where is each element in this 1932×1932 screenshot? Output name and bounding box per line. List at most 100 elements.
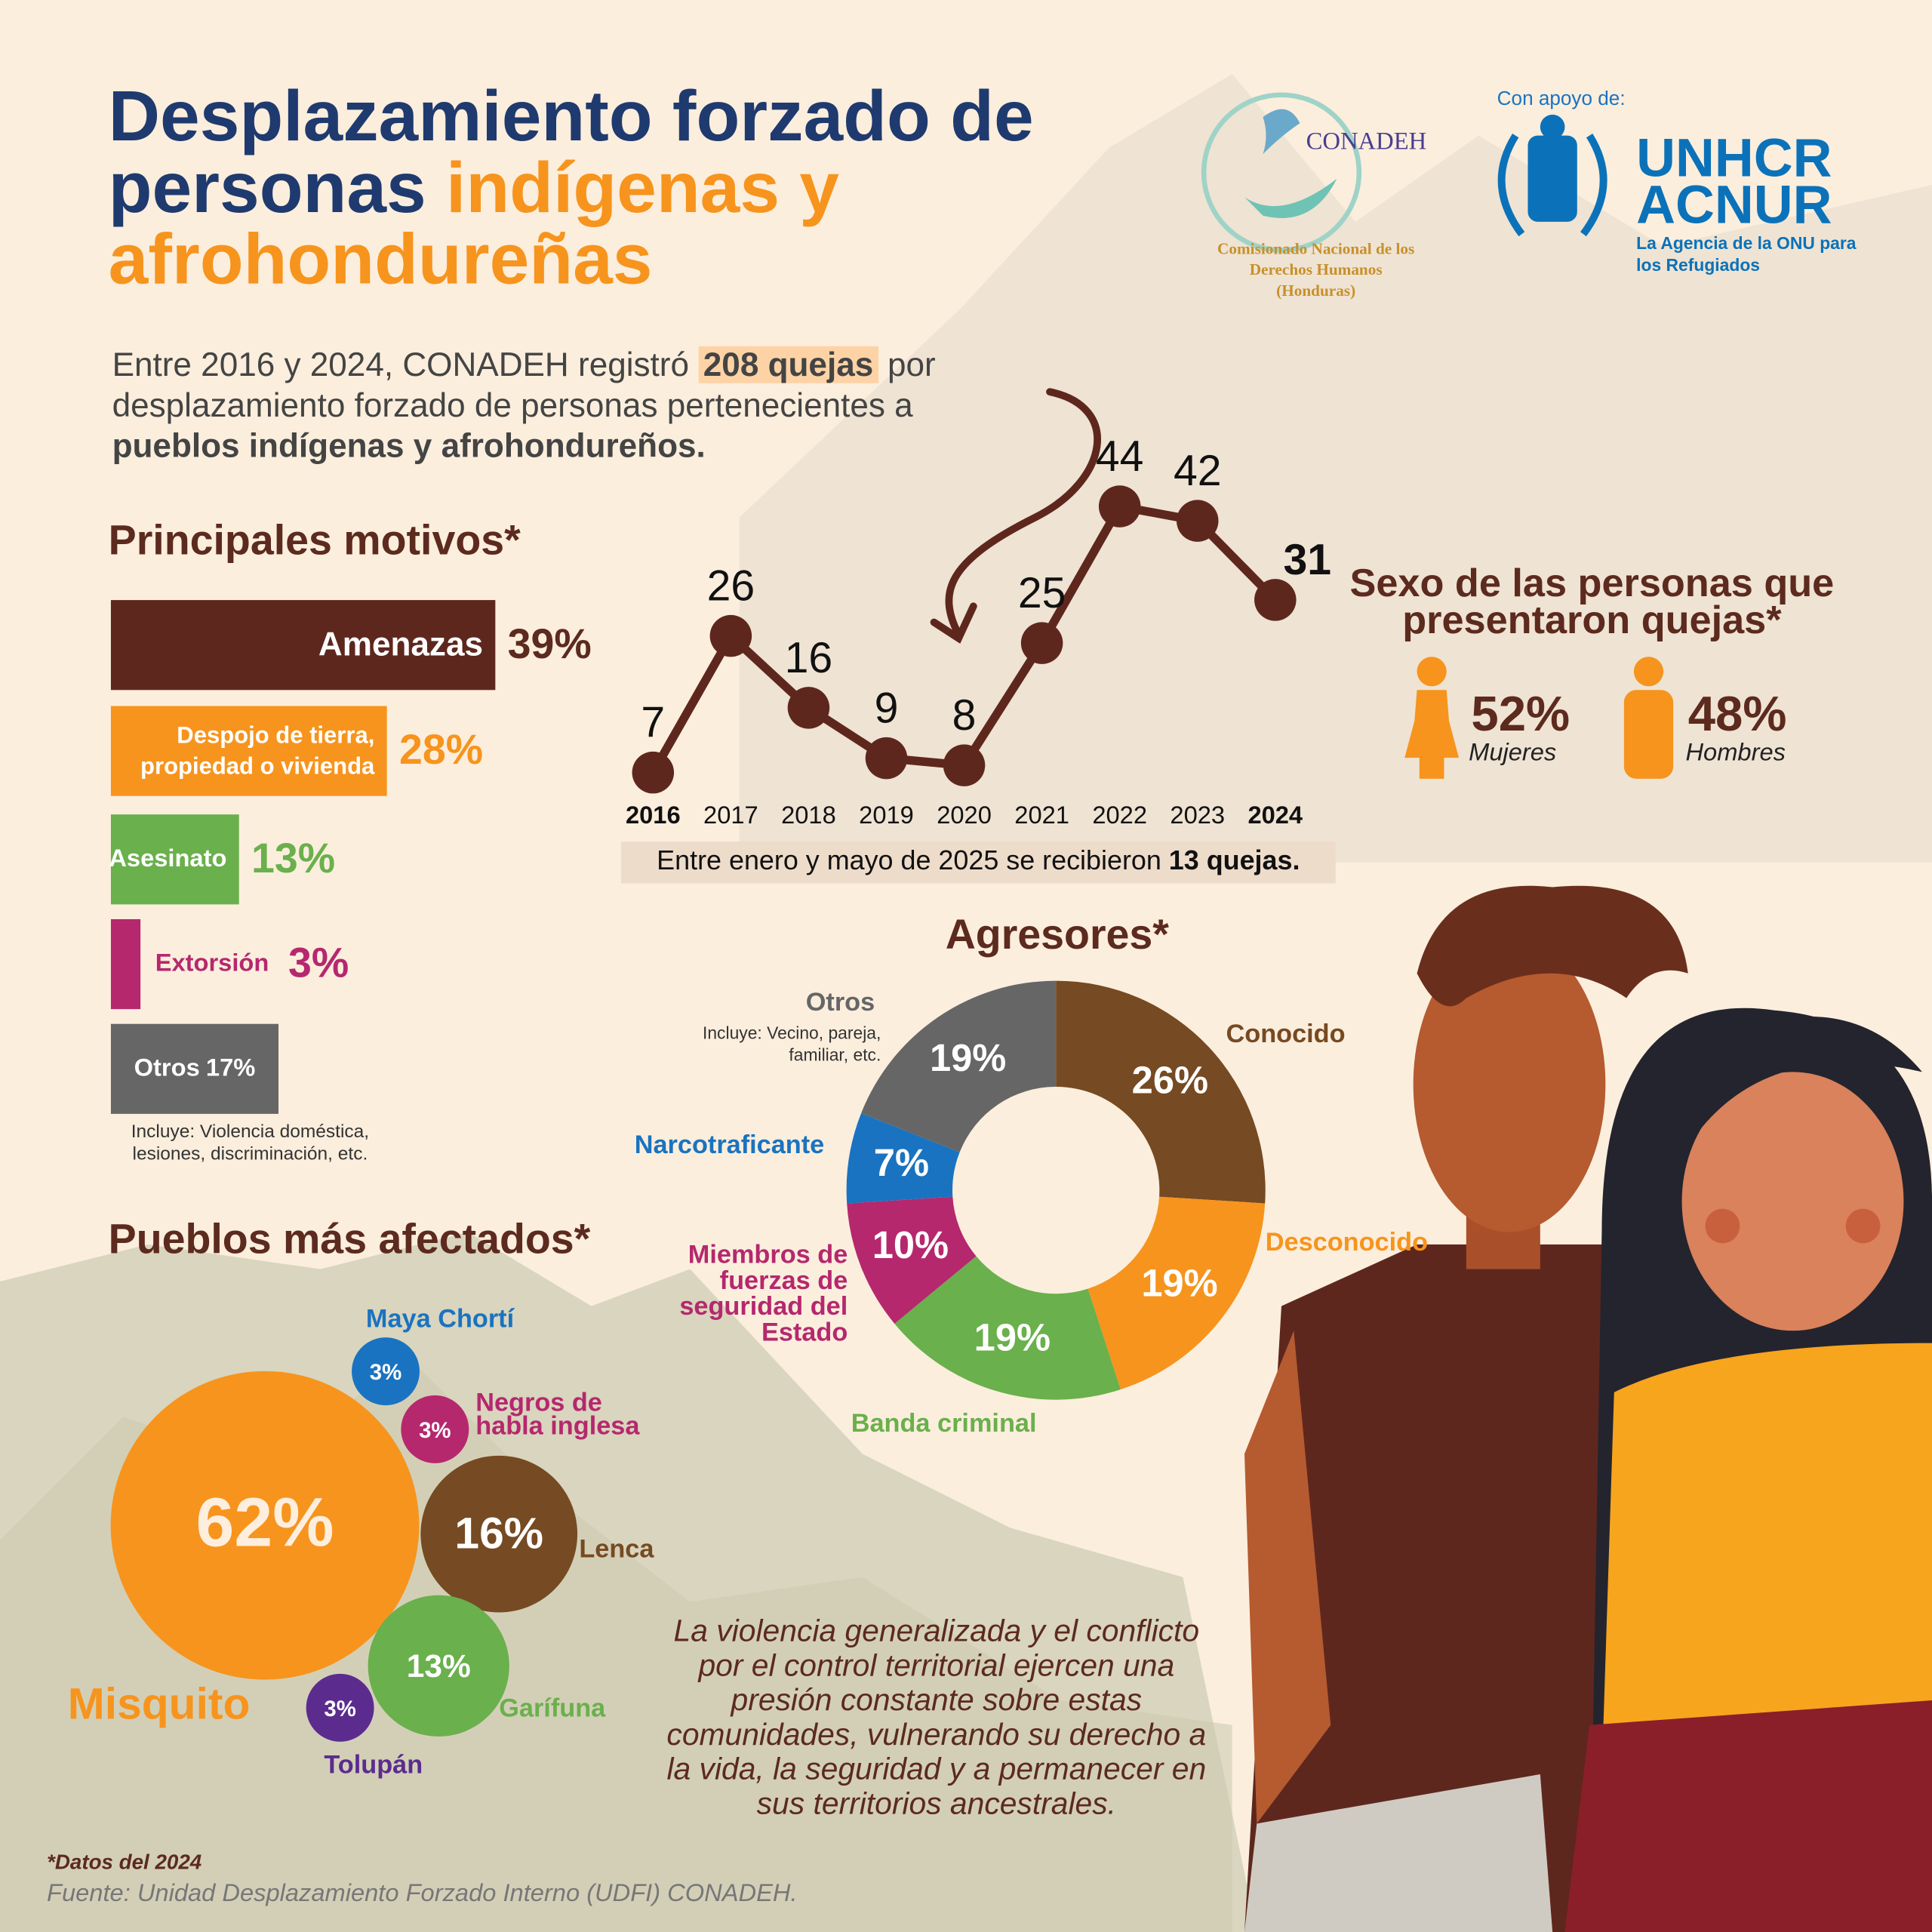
category-label: Garífuna [499, 1694, 606, 1723]
category-label: Desconocido [1265, 1228, 1429, 1257]
value-label: 39% [507, 620, 592, 668]
x-tick-label: 2017 [703, 801, 758, 829]
value-label: 9 [875, 685, 899, 733]
x-tick-label: 2021 [1014, 801, 1069, 829]
donut-segment [861, 980, 1057, 1152]
icon-body [1404, 690, 1460, 779]
value-label: 3% [419, 1418, 451, 1443]
value-label: 62% [196, 1484, 334, 1561]
x-tick-label: 2023 [1170, 801, 1225, 829]
chart-title: Agresores* [945, 912, 1169, 959]
note: Incluye: Vecino, pareja, familiar, etc. [702, 1023, 881, 1065]
value-label: 19% [1141, 1262, 1217, 1305]
arrow-head [930, 602, 977, 644]
value-label: 10% [872, 1223, 949, 1266]
logo-ring [1201, 92, 1362, 253]
title: Desplazamiento forzado de personas indíg… [109, 81, 1094, 296]
bar [110, 1023, 278, 1114]
donut-segment [894, 1256, 1121, 1400]
bubble [352, 1337, 420, 1406]
logo-hands [1244, 178, 1337, 218]
category-label: Banda criminal [851, 1409, 1037, 1438]
bar [110, 706, 387, 796]
logo-dove [1263, 109, 1300, 155]
point [865, 737, 908, 780]
bar [110, 814, 239, 905]
donut-segment [846, 1112, 960, 1204]
note-background [620, 841, 1336, 884]
unhcr-text: UNHCR [1636, 128, 1832, 189]
arrow [945, 388, 1101, 638]
note-text: Entre enero y mayo de 2025 se recibieron [657, 844, 1169, 875]
category-label: Hombres [1685, 739, 1786, 767]
bubble [420, 1455, 578, 1613]
value-label: 7 [641, 699, 665, 747]
value-label: 26 [707, 562, 755, 611]
chart-title: Sexo de las personas que presentaron que… [1349, 560, 1835, 642]
x-tick-label: 2022 [1092, 801, 1147, 829]
point [1254, 579, 1297, 621]
bar-label: Otros 17% [111, 1024, 278, 1114]
icon-body [1623, 690, 1674, 779]
category-label: Despojo de tierra, propiedad o vivienda [140, 722, 375, 780]
x-tick-label: 2020 [937, 801, 992, 829]
value-label: 13% [407, 1648, 471, 1684]
bubble [401, 1395, 469, 1463]
illustration-woman [1564, 1008, 1932, 1932]
chart-title: Principales motivos* [108, 517, 521, 565]
intro-text: Entre 2016 y 2024, CONADEH registró [112, 346, 699, 383]
category-label: Miembros de fuerzas de seguridad del Est… [679, 1241, 848, 1347]
conadeh-caption: Comisionado Nacional de los Derechos Hum… [1217, 238, 1415, 300]
point [1098, 485, 1141, 528]
intro: Entre 2016 y 2024, CONADEH registró 208 … [112, 345, 1049, 467]
note: Incluye: Violencia doméstica, lesiones, … [131, 1121, 370, 1164]
person-icon [1623, 657, 1674, 779]
value-label: 16% [454, 1509, 543, 1558]
value-label: 13% [251, 835, 336, 882]
intro-text: por desplazamiento forzado de personas p… [112, 346, 936, 424]
bubble [110, 1371, 420, 1680]
title-part: Desplazamiento forzado de personas [108, 76, 1034, 229]
value-label: 42 [1174, 447, 1222, 495]
bubble [368, 1595, 509, 1737]
value-label: 8 [952, 691, 977, 740]
source: Fuente: Unidad Desplazamiento Forzado In… [47, 1880, 798, 1908]
unhcr-emblem [1497, 133, 1607, 237]
bubble [306, 1673, 374, 1742]
category-label: Misquito [67, 1678, 251, 1729]
point [943, 744, 986, 786]
x-tick-label: 2024 [1247, 801, 1303, 829]
point [632, 751, 675, 794]
category-label: Tolupán [324, 1751, 423, 1780]
x-tick-label: 2019 [859, 801, 914, 829]
bar [110, 600, 496, 691]
note-bold: 13 quejas. [1169, 844, 1300, 875]
unhcr-figure [1527, 135, 1577, 222]
value-label: 26% [1132, 1059, 1208, 1102]
value-label: 3% [288, 940, 349, 987]
category-label: Conocido [1226, 1020, 1346, 1049]
chart-title: Pueblos más afectados* [108, 1216, 591, 1263]
value-label: 31 [1283, 536, 1331, 584]
category-label: Lenca [579, 1535, 654, 1564]
value-label: 19% [930, 1036, 1006, 1079]
acnur-text: ACNUR [1636, 174, 1832, 235]
bar [110, 918, 141, 1010]
category-label: Otros [134, 1054, 200, 1082]
category-label: Mujeres [1469, 739, 1557, 767]
category-label: Negros de habla inglesa [475, 1389, 640, 1441]
value-label: 16 [785, 634, 833, 682]
note: Entre enero y mayo de 2025 se recibieron… [657, 844, 1300, 875]
donut-segment [1088, 1196, 1266, 1390]
value-label: 52% [1471, 688, 1571, 742]
value-label: 28% [398, 727, 484, 774]
donut-segment [847, 1196, 977, 1324]
point [709, 614, 752, 657]
category-label: Otros [805, 988, 875, 1017]
quote: La violencia generalizada y el conflicto… [666, 1614, 1207, 1822]
point [787, 687, 830, 729]
point [1176, 500, 1219, 542]
category-label: Narcotraficante [634, 1131, 825, 1160]
